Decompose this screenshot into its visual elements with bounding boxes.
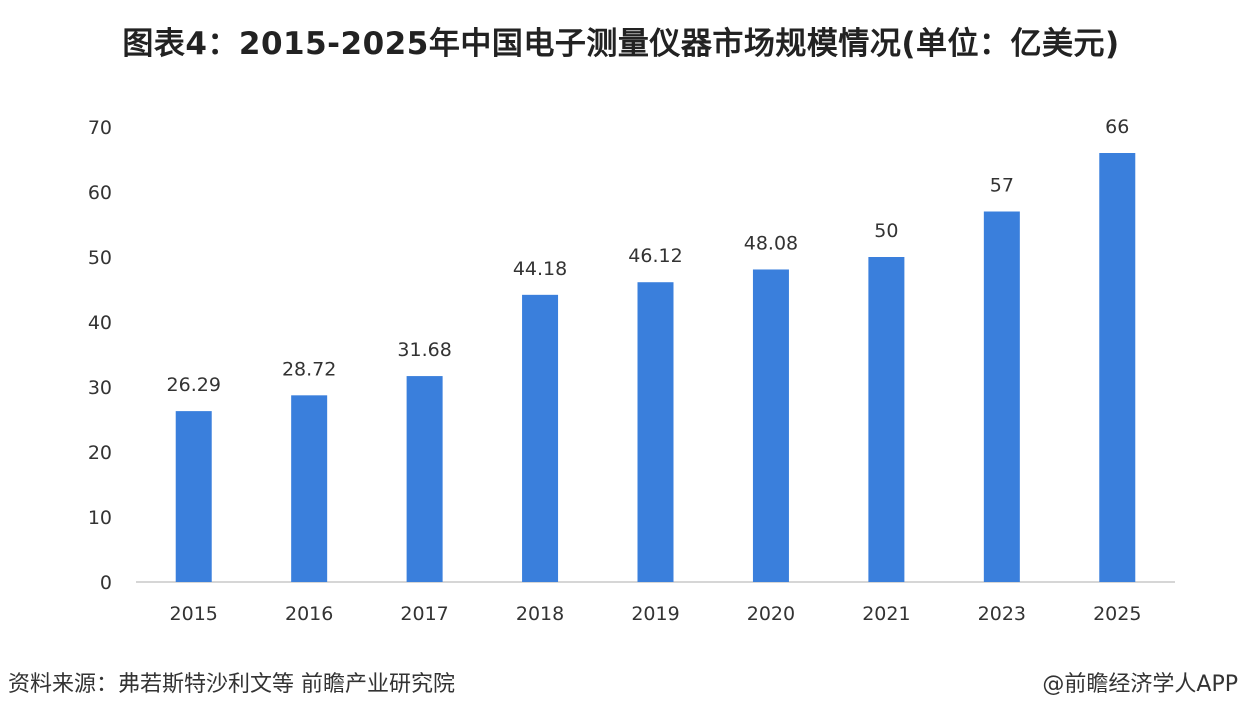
bar: [1099, 153, 1136, 582]
y-tick-label: 30: [88, 377, 112, 399]
bar: [637, 282, 674, 582]
bar: [983, 211, 1020, 582]
x-tick-label: 2016: [285, 603, 333, 625]
data-labels: 26.29 28.72 31.68 44.18 46.12 48.08 50 57 66: [167, 116, 1130, 396]
x-tick-label: 2019: [631, 603, 679, 625]
y-tick-label: 40: [88, 312, 112, 334]
y-tick-label: 10: [88, 507, 112, 529]
x-tick-label: 2023: [978, 603, 1026, 625]
bar: [522, 294, 559, 582]
x-axis: 2015 2016 2017 2018 2019 2020 2021 2023 2025: [170, 603, 1142, 625]
data-label: 44.18: [513, 258, 567, 280]
data-label: 66: [1105, 116, 1129, 138]
chart-title: 图表4：2015-2025年中国电子测量仪器市场规模情况(单位：亿美元): [122, 26, 1120, 62]
data-label: 46.12: [628, 245, 682, 267]
data-label: 50: [874, 220, 898, 242]
x-tick-label: 2021: [862, 603, 910, 625]
y-axis: 0 10 20 30 40 50 60 70: [88, 117, 112, 594]
y-tick-label: 0: [100, 572, 112, 594]
x-tick-label: 2015: [170, 603, 218, 625]
bar: [752, 269, 789, 582]
data-label: 48.08: [744, 232, 798, 254]
data-label: 26.29: [167, 374, 221, 396]
bar: [406, 376, 443, 582]
source-note: 资料来源：弗若斯特沙利文等 前瞻产业研究院: [8, 672, 455, 697]
data-label: 57: [990, 175, 1014, 197]
bar: [868, 257, 905, 582]
x-tick-label: 2017: [400, 603, 448, 625]
y-tick-label: 70: [88, 117, 112, 139]
credit-note: @前瞻经济学人APP: [1042, 672, 1238, 697]
bar: [175, 411, 212, 582]
y-tick-label: 50: [88, 247, 112, 269]
x-tick-label: 2020: [747, 603, 795, 625]
y-tick-label: 20: [88, 442, 112, 464]
bars: [175, 153, 1136, 582]
data-label: 28.72: [282, 358, 336, 380]
bar: [291, 395, 328, 582]
data-label: 31.68: [397, 339, 451, 361]
x-tick-label: 2018: [516, 603, 564, 625]
y-tick-label: 60: [88, 182, 112, 204]
x-tick-label: 2025: [1093, 603, 1141, 625]
